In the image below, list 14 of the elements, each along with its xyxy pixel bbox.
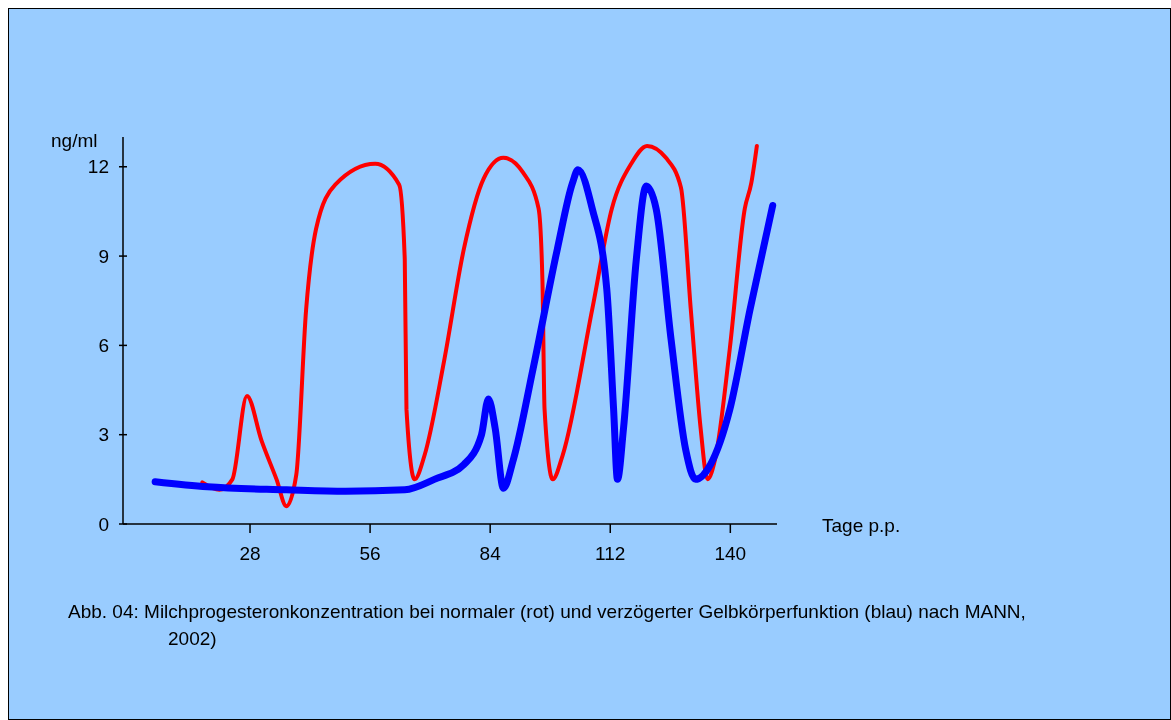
y-axis-title: ng/ml xyxy=(51,130,98,151)
y-tick-label: 12 xyxy=(87,156,109,178)
x-tick-label: 56 xyxy=(359,543,381,565)
y-tick-label: 6 xyxy=(98,335,109,357)
x-tick-label: 84 xyxy=(479,543,502,565)
y-tick-label: 9 xyxy=(98,245,109,267)
x-tick-label: 112 xyxy=(595,543,626,565)
x-tick-label: 140 xyxy=(714,543,747,565)
caption: Abb. 04: Milchprogesteronkonzentration bei normaler (rot) und verzögerter Gelbkörperfunktion (blau) nach MANN, 2002) xyxy=(68,600,1027,651)
x-axis-title: Tage p.p. xyxy=(822,515,901,536)
y-tick-label: 3 xyxy=(98,424,109,446)
line-series xyxy=(200,143,759,509)
x-tick-label: 28 xyxy=(239,543,261,565)
y-tick-label: 0 xyxy=(98,513,109,535)
